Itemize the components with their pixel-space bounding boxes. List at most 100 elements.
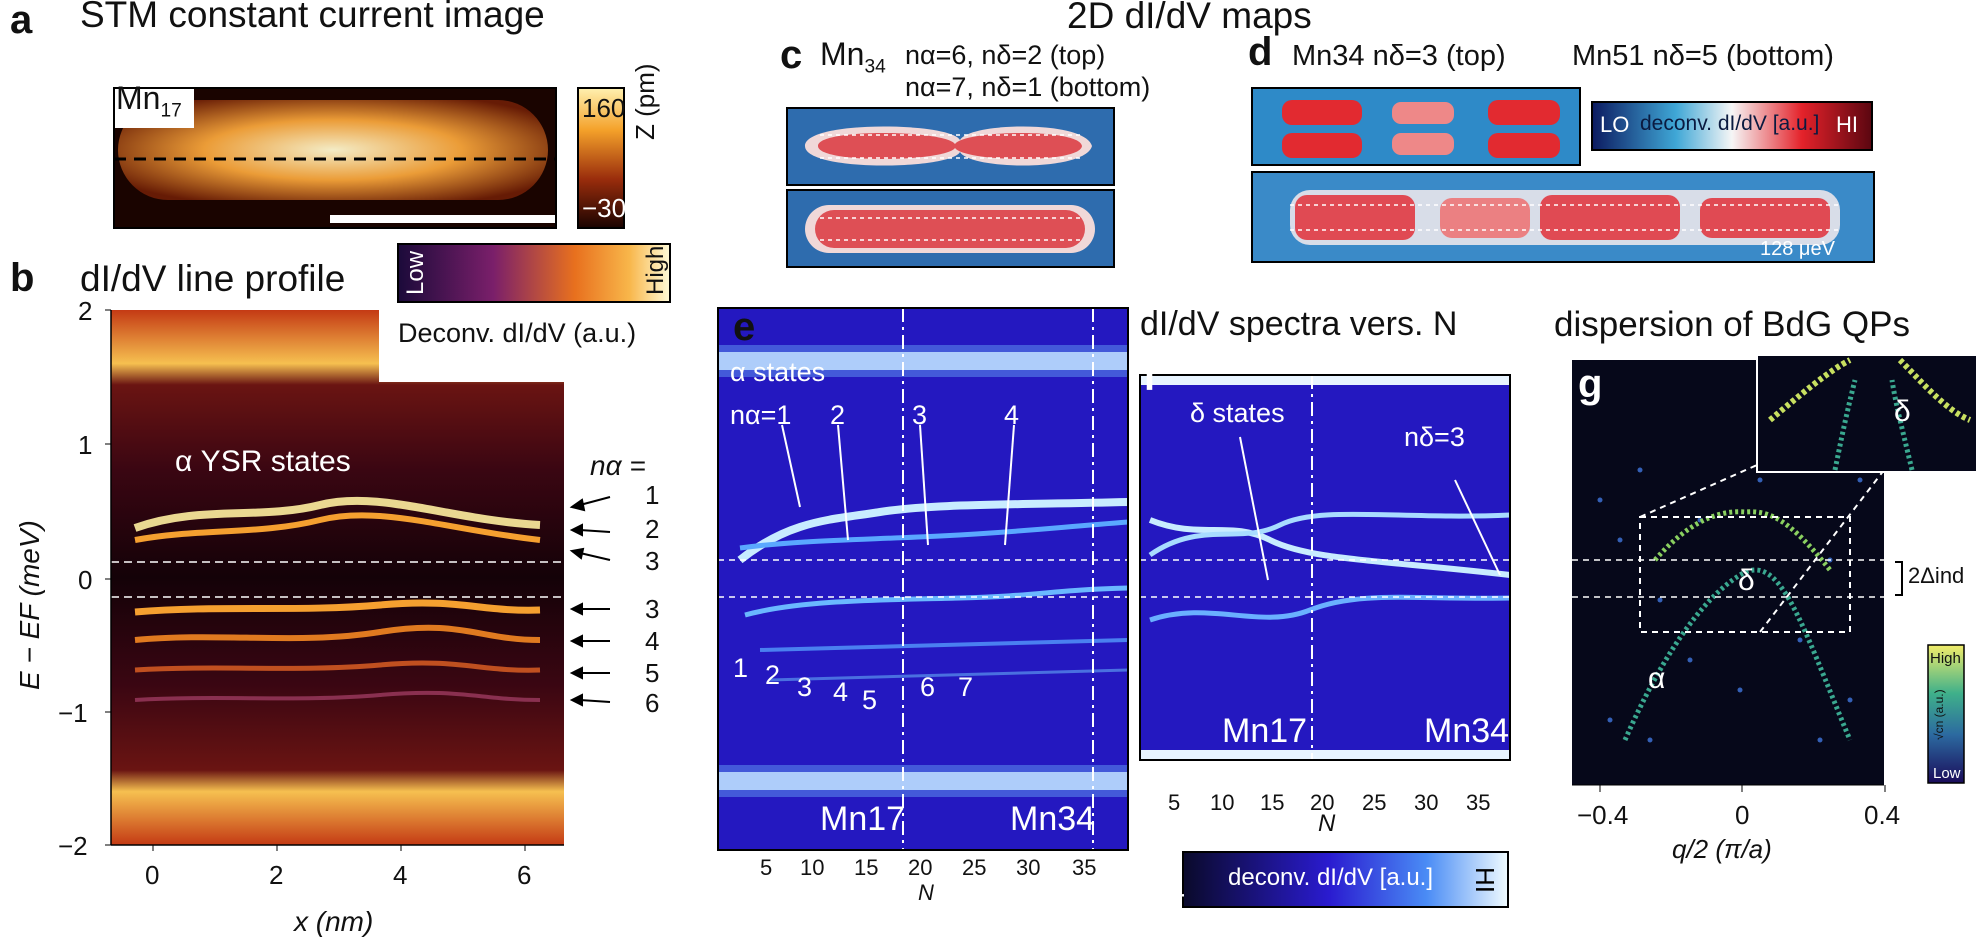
panel-e-xtick-5: 5 xyxy=(760,855,773,880)
panel-g-gap-label: 2Δind xyxy=(1908,563,1965,588)
panel-f-xtick-20: 20 xyxy=(1310,790,1335,815)
panel-a-colorbar xyxy=(577,87,625,229)
panel-b-x-axis-label: x (nm) xyxy=(294,906,374,937)
panel-f-xtick-25: 25 xyxy=(1362,790,1387,815)
panel-e-n-label-1: nα=1 xyxy=(730,400,792,430)
panel-d-right-label: Mn51 nδ=5 (bottom) xyxy=(1572,40,1834,72)
panel-e-xtick-35: 35 xyxy=(1072,855,1097,880)
panel-g-gap-bracket xyxy=(1895,561,1903,596)
panel-b-level-2: 2 xyxy=(645,514,660,544)
panel-f-colorbar-lo: LO xyxy=(1160,892,1190,927)
panel-a-chain-label: Mn17 xyxy=(116,80,182,122)
panel-a-letter: a xyxy=(10,0,33,42)
panel-g-x-axis-label: q/2 (π/a) xyxy=(1672,834,1772,864)
panel-e-xtick-15: 15 xyxy=(854,855,879,880)
panel-b-n-alpha-header: nα = xyxy=(590,450,646,481)
panel-f-title: dI/dV spectra vers. N xyxy=(1140,305,1458,343)
panel-b-level-3: 3 xyxy=(645,546,660,576)
panel-b-xtick-2: 2 xyxy=(269,860,284,890)
panel-g-colorbar-high: High xyxy=(1930,650,1961,667)
panel-e-xtick-10: 10 xyxy=(800,855,825,880)
panel-e-chain-label-2: Mn34 xyxy=(1010,800,1096,838)
panel-g-delta-label: δ xyxy=(1738,564,1755,597)
panel-g-axes xyxy=(1572,784,1886,792)
panel-b-colorbar xyxy=(397,243,671,303)
panel-b-level-4: 4 xyxy=(645,626,660,656)
panel-d-letter: d xyxy=(1248,30,1273,74)
panel-f-xtick-5: 5 xyxy=(1168,790,1181,815)
panel-e-chain-label-1: Mn17 xyxy=(820,800,906,838)
panel-g-colorbar-low: Low xyxy=(1933,765,1961,782)
panel-b-colorbar-label: Deconv. dI/dV (a.u.) xyxy=(398,318,637,348)
panel-g-xtick-04: 0.4 xyxy=(1864,800,1901,830)
panel-b-level-3b: 3 xyxy=(645,594,660,624)
panel-a-colorbar-label: Z (pm) xyxy=(630,63,660,140)
panel-e-level-4: 4 xyxy=(833,677,849,707)
panel-c-line1: nα=6, nδ=2 (top) xyxy=(905,40,1106,70)
panel-e-heatmap xyxy=(717,307,1129,851)
panel-b-y-axis-label: E − EF (meV) xyxy=(14,520,45,690)
panel-c-maps xyxy=(786,107,1115,268)
panel-g-letter: g xyxy=(1578,362,1603,406)
panel-g-colorbar-label: √cn (a.u.) xyxy=(1932,689,1946,740)
panel-e-annotation: α states xyxy=(730,357,826,387)
panel-e-x-axis-label: N xyxy=(918,880,934,905)
panel-f-colorbar-hi: HI xyxy=(1470,867,1500,893)
panel-b-level-arrows xyxy=(569,496,611,707)
panel-d-colorbar-label: deconv. dI/dV [a.u.] xyxy=(1640,112,1820,135)
panel-f-colorbar xyxy=(1182,851,1509,908)
panel-e-level-3: 3 xyxy=(797,672,813,702)
panel-f-chain-label-1: Mn17 xyxy=(1222,712,1308,750)
panel-a-colorbar-max: 160 xyxy=(582,93,626,123)
panel-e-level-2: 2 xyxy=(765,660,781,690)
panel-f-annotation: δ states xyxy=(1190,398,1285,428)
panel-e-n-label-4: 4 xyxy=(1004,400,1020,430)
panel-b-ytick-m2: −2 xyxy=(58,831,88,861)
panel-b-level-6: 6 xyxy=(645,688,660,718)
panel-d-colorbar-lo: LO xyxy=(1600,112,1630,137)
panel-f-xtick-15: 15 xyxy=(1260,790,1285,815)
panel-f-heatmap xyxy=(1139,374,1511,761)
panel-b-legend-box xyxy=(379,305,669,382)
panel-b-title: dI/dV line profile xyxy=(80,258,346,299)
panel-c-line2: nα=7, nδ=1 (bottom) xyxy=(905,72,1151,102)
panel-d-colorbar xyxy=(1591,101,1873,151)
panel-a-colorbar-min: −30 xyxy=(582,193,627,223)
panel-d-maps xyxy=(1251,87,1875,263)
panel-e-n-label-2: 2 xyxy=(830,400,846,430)
panel-b-letter: b xyxy=(10,256,35,300)
panel-a-image xyxy=(113,87,560,229)
panel-b-xtick-4: 4 xyxy=(393,860,408,890)
panel-g-colorbar xyxy=(1927,644,1965,784)
panel-d-energy-label: 128 μeV xyxy=(1760,238,1835,260)
panel-e-n-label-3: 3 xyxy=(912,400,928,430)
panel-g-xtick-0: 0 xyxy=(1735,800,1750,830)
panel-g-inset xyxy=(1756,354,1978,473)
panel-b-xtick-0: 0 xyxy=(145,860,160,890)
panel-f-x-axis-label: N xyxy=(1318,810,1336,837)
panel-a-title: STM constant current image xyxy=(80,0,545,35)
panel-f-n-label: nδ=3 xyxy=(1404,422,1465,452)
panel-b-ytick-m1: −1 xyxy=(58,698,88,728)
panel-f-colorbar-label: deconv. dI/dV [a.u.] xyxy=(1228,864,1434,891)
panel-b-colorbar-high: High xyxy=(642,245,669,295)
panel-e-xtick-30: 30 xyxy=(1016,855,1041,880)
panel-e-level-7: 7 xyxy=(958,672,974,702)
panel-c-letter: c xyxy=(780,33,803,77)
panel-b-annotation: α YSR states xyxy=(175,445,351,478)
panel-c-chain: Mn34 xyxy=(820,36,886,78)
panel-e-letter: e xyxy=(733,305,756,349)
panel-d-colorbar-hi: HI xyxy=(1836,112,1858,137)
panel-b-level-5: 5 xyxy=(645,658,660,688)
panel-e-xtick-25: 25 xyxy=(962,855,987,880)
panel-b-ytick-1: 1 xyxy=(78,430,93,460)
panel-f-arrows xyxy=(1239,436,1501,581)
panel-f-xtick-35: 35 xyxy=(1466,790,1491,815)
panel-f-letter: f xyxy=(1143,355,1157,399)
panel-f-chain-label-2: Mn34 xyxy=(1424,712,1510,750)
panel-b-level-1: 1 xyxy=(645,480,660,510)
panel-e-level-5: 5 xyxy=(862,685,878,715)
panel-b-xtick-6: 6 xyxy=(517,860,532,890)
panel-b-ytick-0: 0 xyxy=(78,565,93,595)
